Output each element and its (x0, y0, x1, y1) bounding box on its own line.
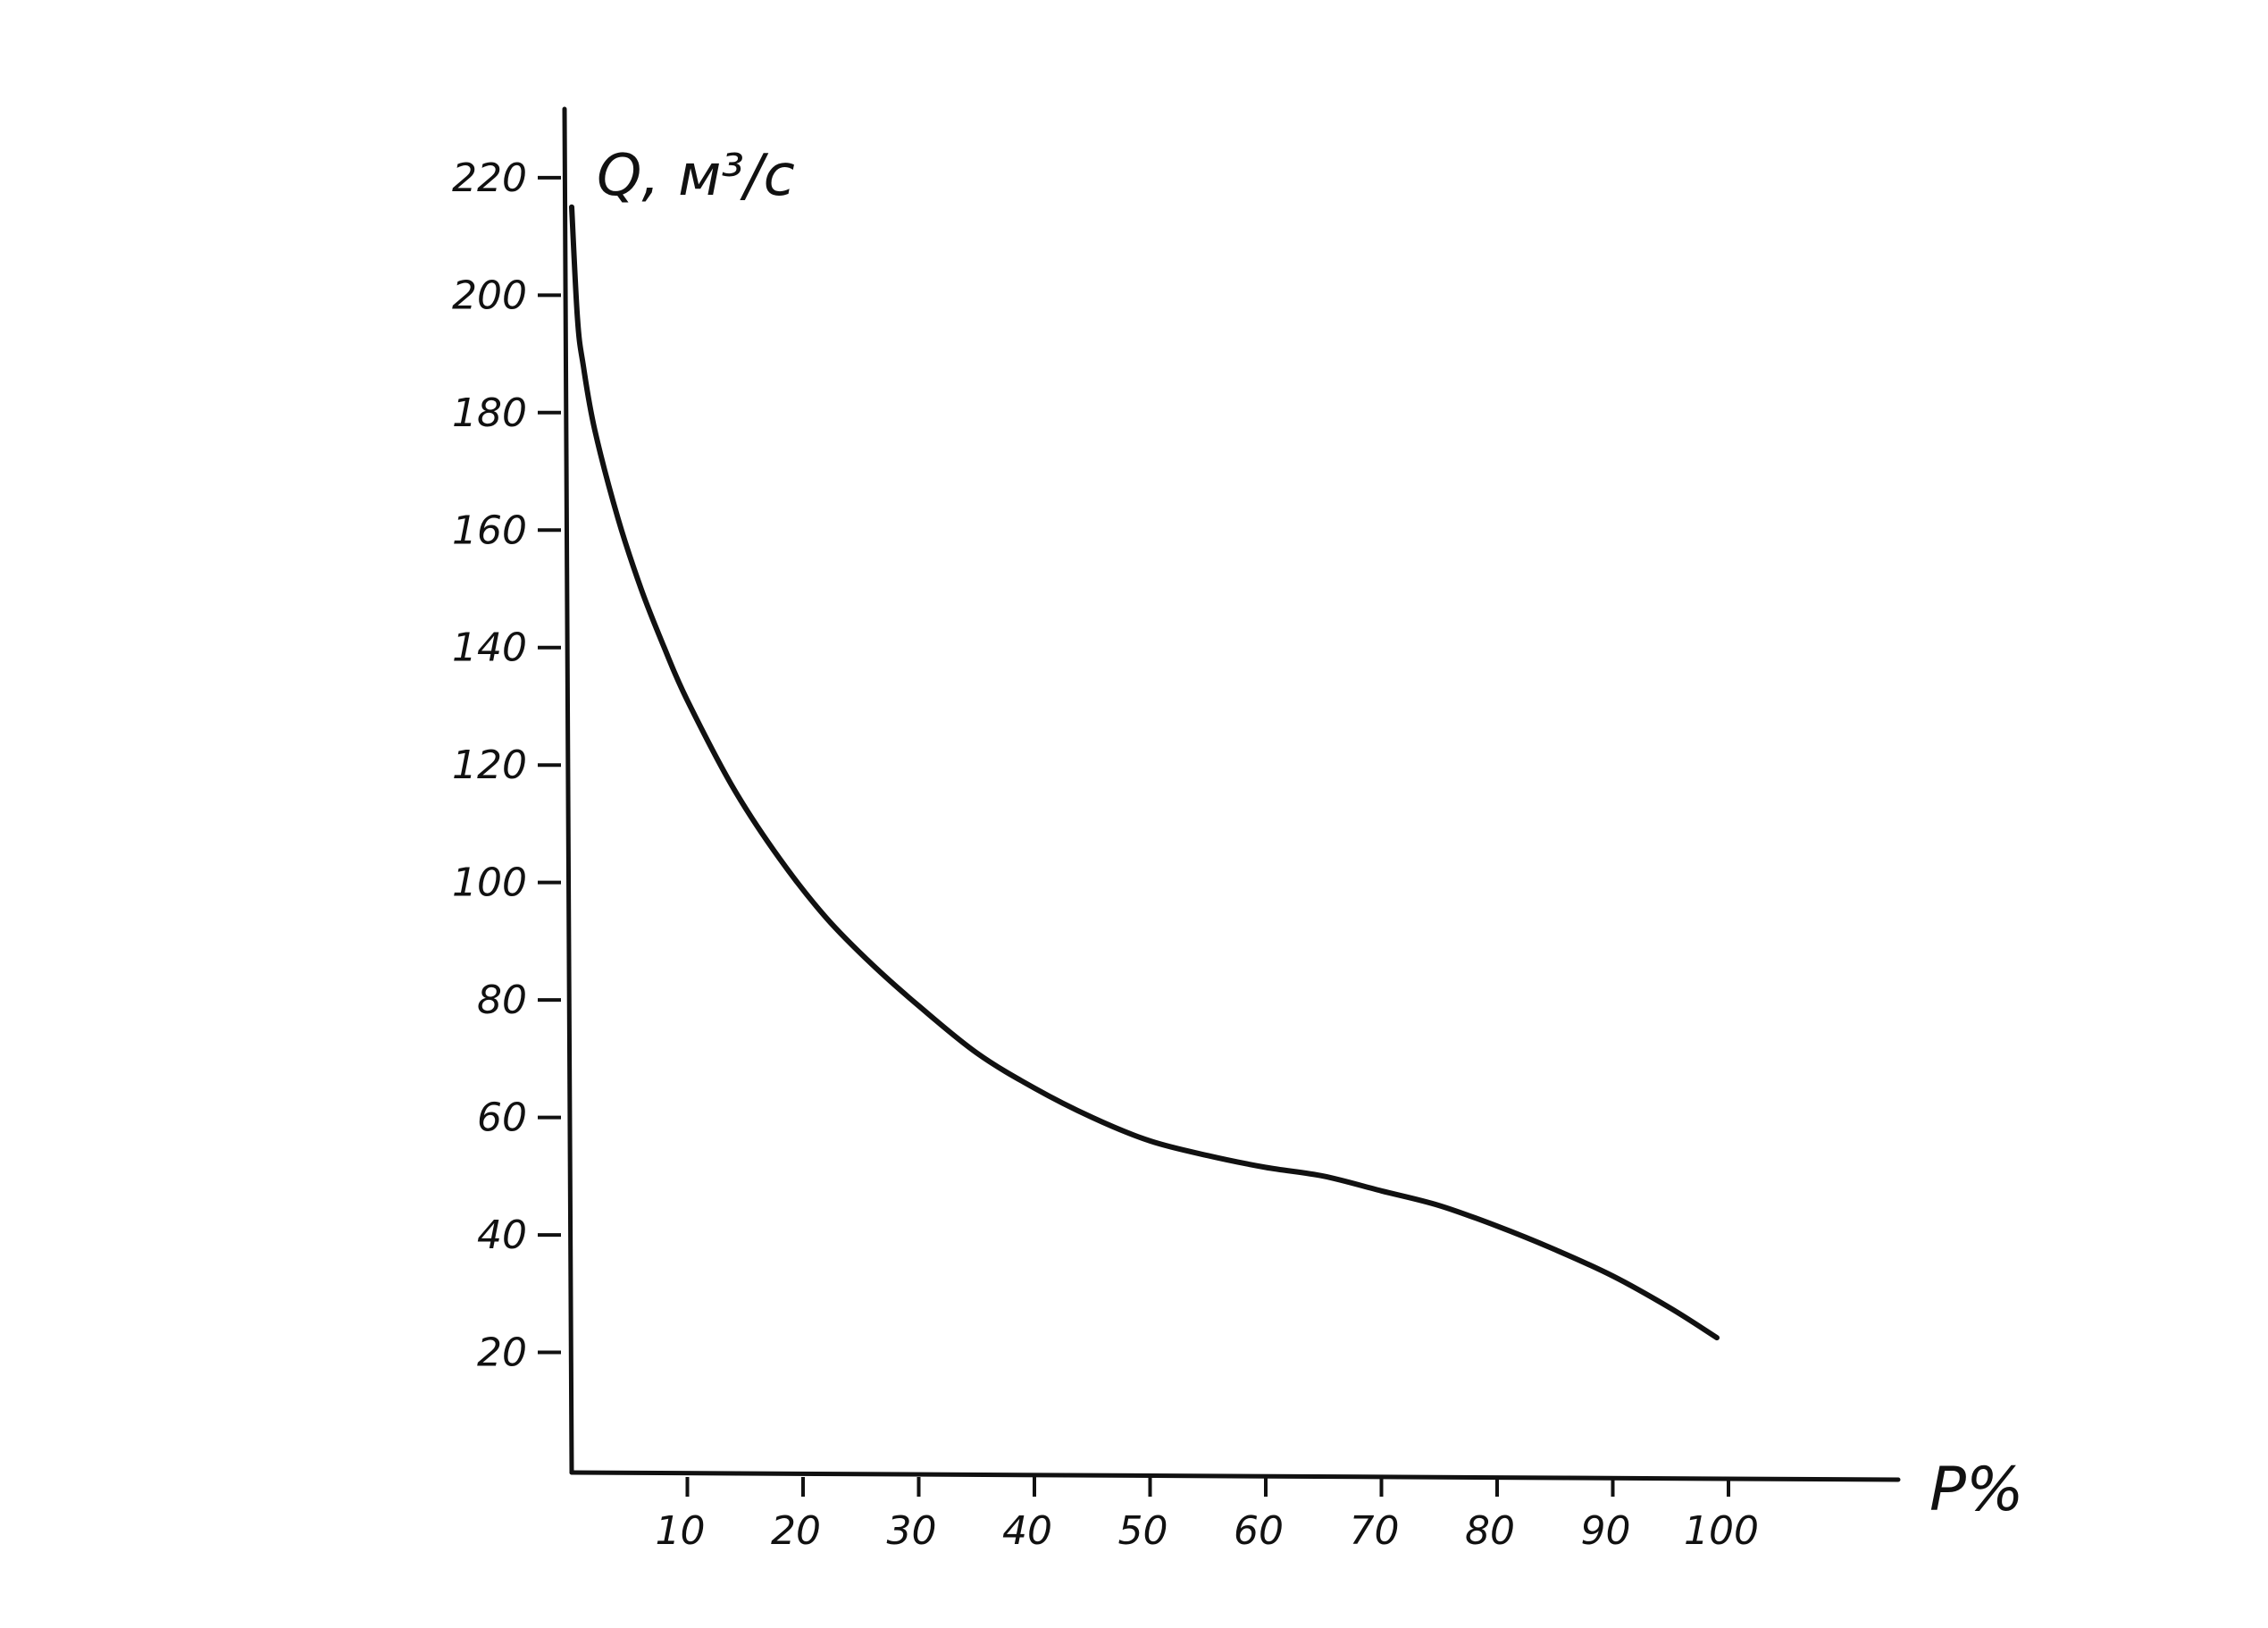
x-tick-label: 60 (1234, 1508, 1284, 1554)
y-axis (562, 106, 574, 1475)
y-tick-label: 140 (452, 625, 527, 671)
y-tick-label: 40 (477, 1213, 527, 1258)
x-tick-label: 10 (656, 1508, 706, 1554)
y-tick-label: 180 (452, 390, 527, 436)
x-tick-label: 70 (1350, 1508, 1400, 1554)
y-tick-label: 100 (452, 860, 527, 906)
x-axis (569, 1470, 1901, 1482)
y-tick-label: 200 (452, 273, 527, 318)
x-ticks: 10 20 30 40 50 60 70 80 90 100 (656, 1477, 1759, 1554)
x-tick-label: 80 (1465, 1508, 1515, 1554)
y-tick-label: 80 (477, 978, 527, 1023)
y-tick-label: 160 (452, 508, 527, 553)
series-line (569, 204, 1720, 1341)
x-tick-label: 90 (1581, 1508, 1631, 1554)
y-axis-title: Q, м³/с (597, 143, 795, 209)
y-tick-label: 220 (452, 155, 527, 201)
y-tick-label: 120 (452, 743, 527, 788)
axes (562, 106, 1901, 1482)
x-tick-label: 50 (1118, 1508, 1168, 1554)
y-ticks: 20 40 60 80 100 120 140 160 180 200 220 (452, 155, 561, 1376)
x-tick-label: 30 (887, 1508, 937, 1554)
y-tick-label: 20 (477, 1330, 527, 1376)
x-tick-label: 40 (1002, 1508, 1052, 1554)
y-tick-label: 60 (477, 1095, 527, 1141)
x-axis-title: P% (1929, 1455, 2024, 1525)
x-tick-label: 20 (771, 1508, 821, 1554)
x-tick-label: 100 (1684, 1508, 1759, 1554)
